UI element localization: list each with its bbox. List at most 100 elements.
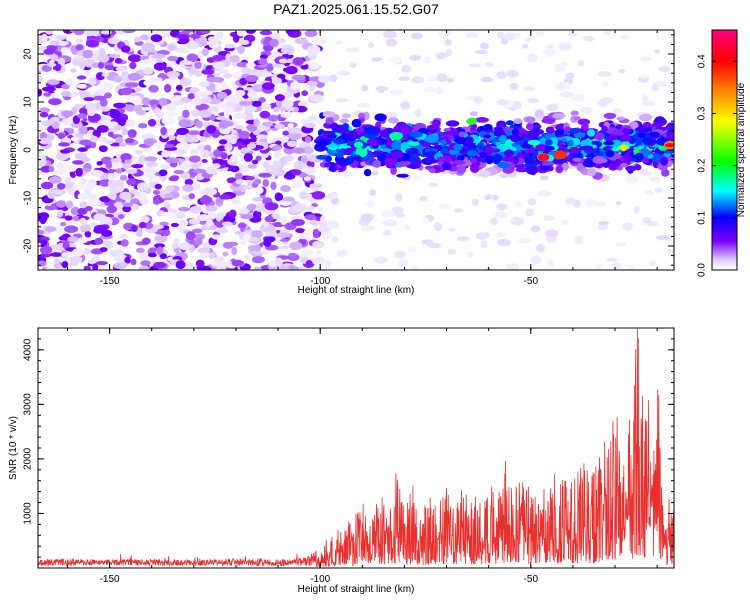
- spectrogram-cell: [99, 196, 112, 203]
- spectrogram-cell: [205, 65, 213, 71]
- spectrogram-cell: [264, 215, 274, 223]
- spectrogram-cell: [161, 116, 176, 126]
- spectrogram-cell: [471, 123, 478, 130]
- spectrogram-cell: [175, 84, 183, 91]
- spectrogram-cell: [479, 151, 487, 158]
- spectrogram-cell: [432, 119, 441, 127]
- spectrogram-cell: [159, 221, 169, 226]
- spectrogram-cell: [39, 137, 52, 145]
- spectrogram-cell: [400, 101, 411, 110]
- spectrogram-cell: [450, 128, 459, 137]
- spectrogram-cell: [436, 87, 443, 95]
- spectrogram-cell: [282, 67, 290, 73]
- spectrogram-cell: [230, 154, 238, 163]
- spectrogram-cell: [114, 185, 125, 193]
- spectrogram-cell: [654, 116, 666, 124]
- spectrogram-cell: [641, 101, 656, 107]
- spectrogram-cell: [255, 155, 262, 162]
- spectrogram-ytick-label: -10: [23, 190, 34, 205]
- spectrogram-cell: [303, 229, 311, 239]
- snr-xlabel: Height of straight line (km): [298, 584, 415, 595]
- spectrogram-cell: [126, 178, 137, 186]
- spectrogram-cell: [77, 75, 87, 80]
- spectrogram-cell: [275, 140, 282, 145]
- spectrogram-ytick-label: 0: [23, 147, 34, 153]
- spectrogram-cell: [327, 148, 338, 155]
- spectrogram-cell: [553, 150, 568, 160]
- spectrogram-cell: [666, 130, 674, 139]
- spectrogram-cell: [120, 174, 128, 181]
- spectrogram-cell: [319, 221, 328, 230]
- spectrogram-cell: [541, 118, 554, 124]
- spectrogram-cell: [196, 120, 204, 129]
- spectrogram-cell: [383, 229, 392, 236]
- spectrogram-cell: [511, 101, 523, 110]
- snr-xtick-label: -50: [524, 574, 539, 585]
- spectrogram-cell: [140, 34, 150, 41]
- spectrogram-cell: [212, 61, 226, 70]
- spectrogram-cell: [521, 43, 529, 49]
- spectrogram-cell: [366, 138, 379, 147]
- spectrogram-cell: [87, 77, 97, 86]
- spectrogram-cell: [360, 213, 374, 223]
- spectrogram-cell: [248, 138, 257, 143]
- spectrogram-ytick-label: 10: [23, 96, 34, 108]
- spectrogram-cell: [166, 104, 177, 111]
- spectrogram-cell: [523, 86, 535, 91]
- spectrogram-cell: [245, 75, 259, 82]
- spectrogram-cell: [395, 193, 403, 202]
- spectrogram-cell: [558, 42, 572, 51]
- spectrogram-cell: [143, 58, 157, 65]
- spectrogram-cell: [70, 136, 80, 142]
- spectrogram-cell: [595, 132, 605, 141]
- spectrogram-cell: [115, 66, 127, 72]
- spectrogram-cell: [223, 241, 234, 249]
- spectrogram-cell: [394, 250, 406, 259]
- spectrogram-cell: [420, 141, 432, 148]
- spectrogram-cell: [135, 247, 145, 253]
- spectrogram-cell: [311, 203, 318, 208]
- spectrogram-cell: [272, 160, 282, 169]
- spectrogram-cell: [497, 161, 511, 169]
- spectrogram-cell: [85, 182, 96, 191]
- spectrogram-cell: [138, 123, 148, 129]
- spectrogram-cell: [152, 190, 160, 195]
- spectrogram-cell: [60, 90, 72, 97]
- spectrogram-cell: [506, 263, 520, 270]
- spectrogram-cell: [357, 102, 370, 108]
- snr-ticks: -150 -100 -50 1000 2000 3000 4000: [23, 327, 674, 585]
- spectrogram-cell: [444, 39, 452, 46]
- colorbar-tick-label: 0.2: [697, 158, 708, 172]
- spectrogram-cell: [185, 137, 200, 143]
- spectrogram-cell: [234, 125, 244, 130]
- spectrogram-cell: [85, 39, 100, 48]
- spectrogram-cell: [306, 116, 317, 123]
- spectrogram-cell: [315, 249, 322, 254]
- spectrogram-cell: [466, 31, 478, 39]
- spectrogram-cell: [120, 153, 132, 162]
- spectrogram-cell: [115, 117, 127, 127]
- spectrogram-cell: [194, 72, 203, 77]
- spectrogram-cell: [93, 95, 107, 101]
- spectrogram-cell: [611, 262, 621, 270]
- spectrogram-cell: [471, 198, 479, 206]
- spectrogram-cell: [125, 168, 138, 175]
- spectrogram-cell: [469, 111, 478, 116]
- spectrogram-cell: [389, 132, 403, 140]
- spectrogram-cell: [196, 265, 208, 270]
- spectrogram-cell: [215, 197, 224, 204]
- spectrogram-cell: [602, 80, 609, 87]
- spectrogram-cell: [122, 30, 136, 34]
- spectrogram-cell: [473, 95, 484, 104]
- spectrogram-cell: [92, 263, 99, 270]
- spectrogram-cell: [385, 111, 398, 119]
- spectrogram-cell: [206, 212, 217, 220]
- spectrogram-cell: [568, 32, 578, 37]
- spectrogram-cell: [91, 255, 101, 262]
- spectrogram-cell: [262, 179, 270, 187]
- spectrogram-cell: [201, 159, 208, 163]
- spectrogram-cell: [401, 65, 412, 73]
- spectrogram-cell: [242, 184, 254, 190]
- spectrogram-cell: [648, 176, 661, 182]
- spectrogram-cell: [88, 198, 102, 206]
